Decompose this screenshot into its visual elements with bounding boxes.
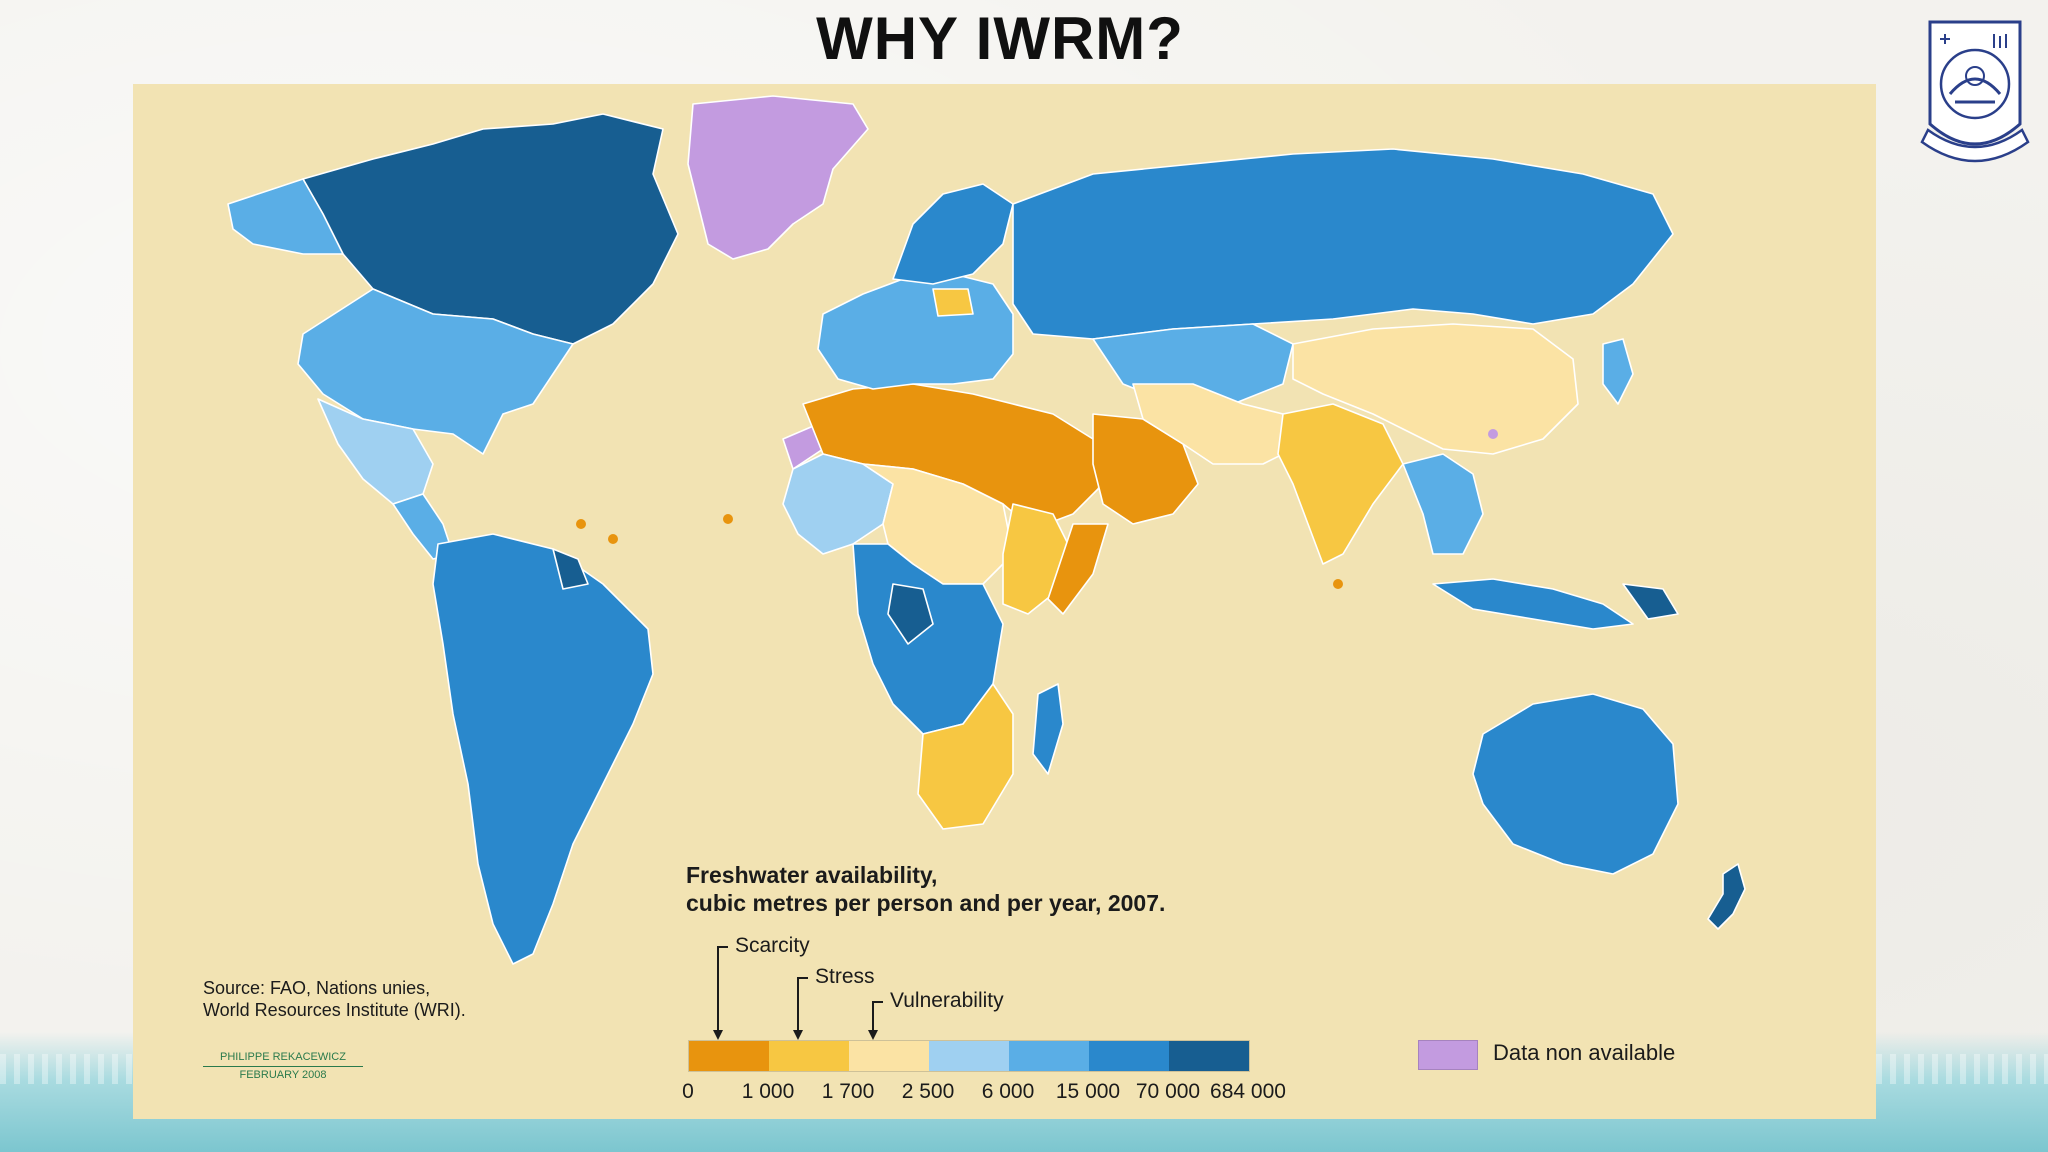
japan <box>1602 338 1634 405</box>
new-zealand <box>1707 863 1746 930</box>
vulnerability-arrow <box>872 1001 883 1034</box>
south-america <box>432 533 654 965</box>
alaska <box>227 178 344 255</box>
scale-segment <box>769 1041 849 1071</box>
scale-tick: 15 000 <box>1055 1080 1121 1103</box>
southern-africa <box>917 683 1014 830</box>
world-map <box>227 95 1746 965</box>
freshwater-map: Freshwater availability, cubic metres pe… <box>133 84 1876 1119</box>
color-scale <box>688 1040 1250 1072</box>
stress-arrowhead <box>793 1030 803 1040</box>
stress-label: Stress <box>815 965 875 988</box>
papua <box>1622 583 1679 620</box>
poland <box>932 288 974 317</box>
source-line2: World Resources Institute (WRI). <box>203 1000 466 1020</box>
scale-tick: 6 000 <box>981 1080 1035 1103</box>
vulnerability-arrowhead <box>868 1030 878 1040</box>
legend-title-line2: cubic metres per person and per year, 20… <box>686 890 1166 916</box>
scale-segment <box>929 1041 1009 1071</box>
university-logo <box>1920 20 2030 163</box>
island-dot <box>723 514 733 524</box>
scale-segment <box>1089 1041 1169 1071</box>
source-note: Source: FAO, Nations unies, World Resour… <box>203 977 563 1021</box>
credit: PHILIPPE REKACEWICZ FEBRUARY 2008 <box>203 1049 363 1083</box>
scale-tick: 1 700 <box>821 1080 875 1103</box>
southeast-asia <box>1402 453 1484 555</box>
scale-tick: 0 <box>682 1080 694 1103</box>
scale-segment <box>689 1041 769 1071</box>
scale-tick: 2 500 <box>901 1080 955 1103</box>
scale-segment <box>1009 1041 1089 1071</box>
legend-title-line1: Freshwater availability, <box>686 862 938 888</box>
madagascar <box>1032 683 1064 775</box>
island-dot <box>576 519 586 529</box>
scale-tick: 1 000 <box>741 1080 795 1103</box>
scale-segment <box>1169 1041 1249 1071</box>
no-data-label: Data non available <box>1493 1040 1676 1065</box>
vulnerability-label: Vulnerability <box>890 989 1004 1012</box>
scarcity-arrowhead <box>713 1030 723 1040</box>
island-dot <box>608 534 618 544</box>
scale-tick: 684 000 <box>1210 1080 1286 1103</box>
stress-arrow <box>797 977 808 1034</box>
threshold-arrows <box>713 946 883 1040</box>
scarcity-label: Scarcity <box>735 934 810 957</box>
slide-title: WHY IWRM? <box>816 5 1184 72</box>
no-data-swatch <box>1418 1040 1478 1070</box>
somalia <box>1047 523 1109 615</box>
source-line1: Source: FAO, Nations unies, <box>203 978 431 998</box>
india <box>1277 403 1404 565</box>
australia <box>1472 693 1679 875</box>
scale-tick: 70 000 <box>1135 1080 1201 1103</box>
scarcity-arrow <box>717 946 728 1034</box>
usa <box>297 288 574 455</box>
credit-date: FEBRUARY 2008 <box>239 1069 327 1081</box>
west-africa <box>782 453 894 555</box>
scale-segment <box>849 1041 929 1071</box>
china <box>1292 323 1579 455</box>
island-dot <box>1333 579 1343 589</box>
legend-title: Freshwater availability, cubic metres pe… <box>686 861 1386 917</box>
greenland <box>687 95 869 260</box>
credit-author: PHILIPPE REKACEWICZ <box>203 1049 363 1067</box>
congo <box>887 583 934 645</box>
indonesia <box>1432 578 1634 630</box>
island-dot <box>1488 429 1498 439</box>
guyana <box>552 548 589 590</box>
russia <box>1012 148 1674 340</box>
